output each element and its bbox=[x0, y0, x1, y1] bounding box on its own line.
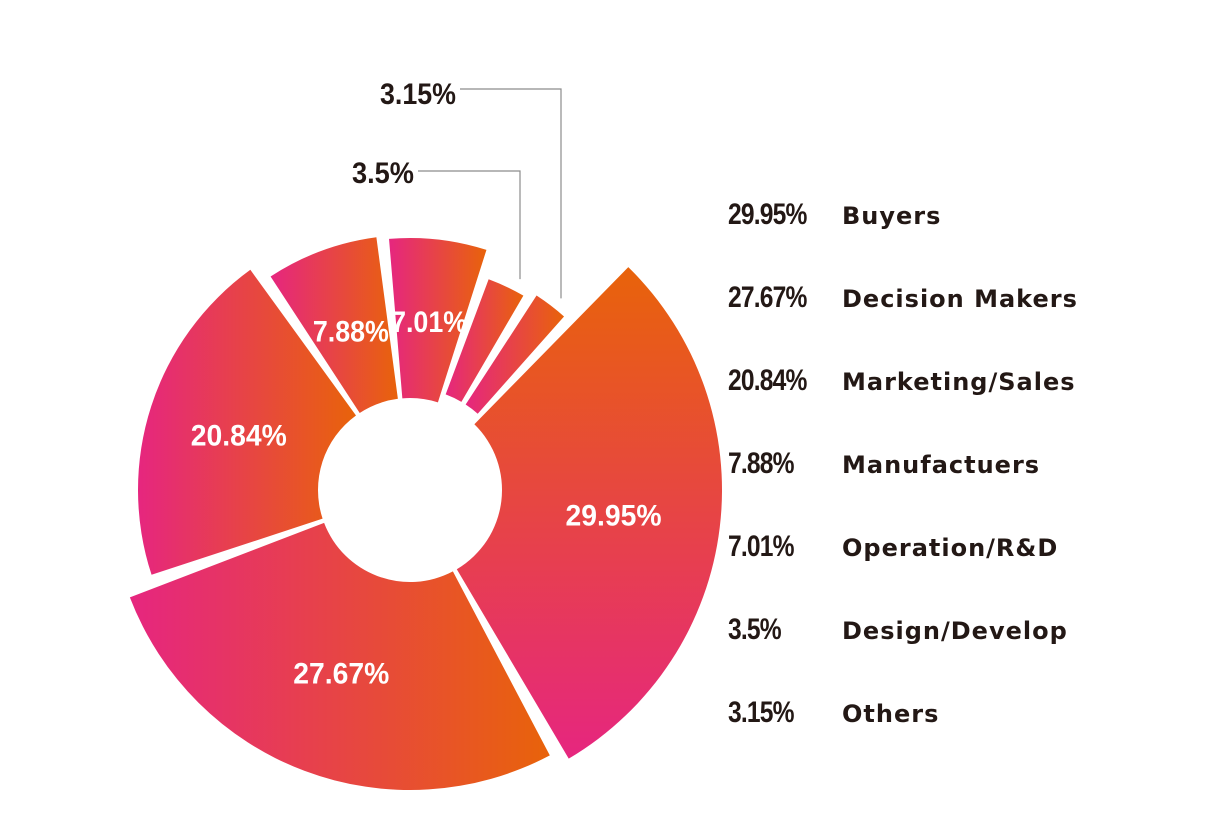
callout-value-label: 3.5% bbox=[352, 157, 414, 190]
legend-label: Marketing/Sales bbox=[842, 368, 1076, 396]
slice-value-label: 20.84% bbox=[191, 420, 287, 453]
legend-label: Others bbox=[842, 700, 940, 728]
slice-design-develop bbox=[445, 279, 524, 402]
legend-value: 3.15% bbox=[728, 696, 794, 729]
slice-value-label: 7.88% bbox=[313, 316, 389, 349]
slice-others bbox=[465, 295, 565, 414]
legend-value: 7.01% bbox=[728, 530, 794, 563]
legend-label: Design/Develop bbox=[842, 617, 1068, 645]
slice-buyers bbox=[456, 267, 723, 759]
slice-value-label: 29.95% bbox=[566, 500, 662, 533]
legend-value: 7.88% bbox=[728, 447, 794, 480]
legend-label: Decision Makers bbox=[842, 285, 1078, 313]
legend-label: Operation/R&D bbox=[842, 534, 1059, 562]
slice-value-label: 27.67% bbox=[293, 658, 389, 691]
legend-value: 3.5% bbox=[728, 613, 782, 646]
slice-value-label: 7.01% bbox=[391, 306, 467, 339]
slice-manufactuers bbox=[270, 237, 398, 413]
legend-label: Buyers bbox=[842, 202, 942, 230]
slice-decision-makers bbox=[129, 522, 550, 790]
legend-value: 29.95% bbox=[728, 198, 807, 231]
callout-value-label: 3.15% bbox=[380, 78, 456, 111]
leader-line bbox=[418, 170, 521, 280]
leader-line bbox=[460, 88, 562, 299]
slice-operation-rd bbox=[389, 238, 487, 403]
legend-label: Manufactuers bbox=[842, 451, 1041, 479]
slice-marketing-sales bbox=[137, 269, 356, 575]
legend-value: 20.84% bbox=[728, 364, 807, 397]
legend-value: 27.67% bbox=[728, 281, 807, 314]
